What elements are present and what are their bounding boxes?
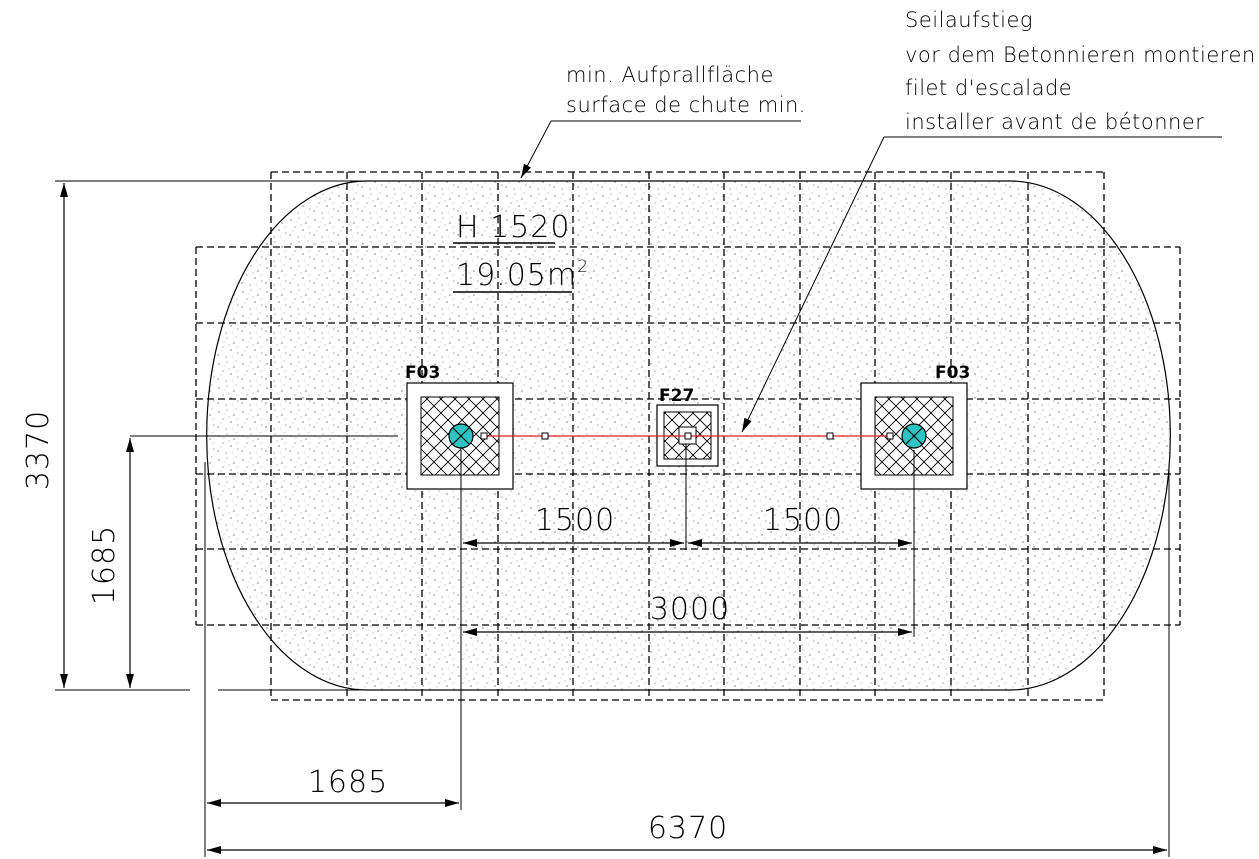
dimension-total-width: 6370 [648,811,728,846]
foundation-label-center: F27 [659,386,694,406]
foundation-label-left: F03 [405,363,440,383]
svg-text:Seilaufstieg: Seilaufstieg [905,8,1033,32]
post-left-icon [448,423,474,449]
dimension-span-total: 3000 [650,592,730,627]
dimension-span-left: 1500 [535,503,615,538]
dimension-left-offset: 1685 [308,765,388,800]
post-right-icon [901,423,927,449]
rope-anchors [480,432,894,440]
foundation-label-right: F03 [935,363,970,383]
svg-text:min. Aufprallfläche: min. Aufprallfläche [566,63,774,87]
extension-lines [55,180,1170,857]
dimension-total-height: 3370 [21,410,56,490]
surface-note: min. Aufprallfläche surface de chute min… [520,63,806,179]
dimension-lines [60,183,1167,854]
dimension-span-right: 1500 [763,503,843,538]
svg-text:surface de chute min.: surface de chute min. [566,93,806,117]
area-label: 19.05m2 [456,257,589,293]
svg-text:filet d'escalade: filet d'escalade [905,76,1072,100]
fall-height-label: H 1520 [456,210,570,245]
svg-text:vor dem Betonnieren montieren: vor dem Betonnieren montieren [905,43,1256,67]
dimension-half-height: 1685 [87,525,122,605]
svg-text:installer avant de bétonner: installer avant de bétonner [905,110,1204,134]
net-note: Seilaufstieg vor dem Betonnieren montier… [741,8,1256,433]
